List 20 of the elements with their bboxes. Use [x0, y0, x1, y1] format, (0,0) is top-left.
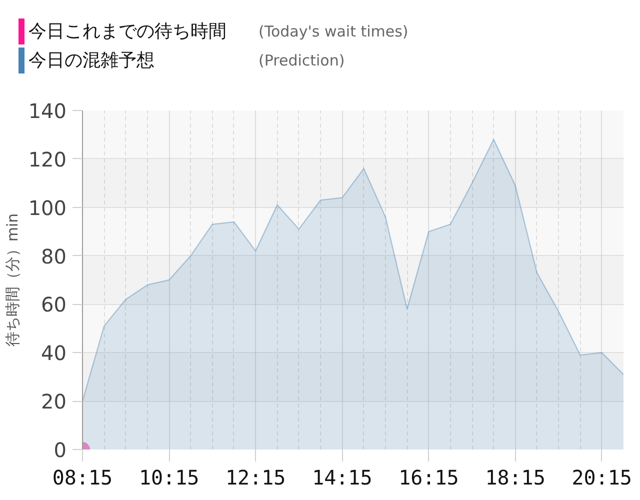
- y-tick-label: 60: [41, 292, 67, 317]
- x-tick-label: 12:15: [226, 466, 286, 490]
- y-tick-label: 120: [28, 147, 67, 172]
- y-axis-title: 待ち時間（分）min: [3, 213, 22, 347]
- text: (Prediction): [258, 52, 345, 70]
- y-tick-label: 80: [41, 244, 67, 268]
- y-tick-label: 100: [28, 196, 67, 220]
- y-tick-label: 20: [41, 390, 67, 414]
- x-tick-label: 14:15: [312, 466, 372, 490]
- x-tick-label: 08:15: [52, 466, 113, 490]
- legend-label: 今日の混雑予想: [28, 50, 154, 71]
- x-tick-label: 10:15: [138, 466, 200, 490]
- text: (Today's wait times): [258, 22, 408, 40]
- y-tick-label: 140: [28, 99, 67, 123]
- x-tick-label: 20:15: [572, 466, 632, 490]
- x-tick-label: 16:15: [398, 466, 459, 490]
- y-tick-label: 40: [41, 341, 67, 366]
- x-tick-label: 18:15: [485, 466, 546, 490]
- legend-label: 今日これまでの待ち時間: [28, 21, 226, 42]
- y-tick-label: 0: [54, 438, 67, 462]
